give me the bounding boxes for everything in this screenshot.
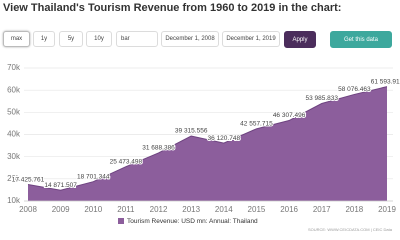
range-button[interactable]: max [3, 31, 30, 47]
y-tick-label: 30k [7, 152, 21, 161]
source-note: SOURCE: WWW.CEICDATA.COM | CEIC Data [308, 227, 393, 232]
chart-type-select[interactable]: bar [116, 31, 158, 47]
area [28, 86, 387, 201]
data-label: 61 593.917 [371, 78, 400, 85]
data-label: 36 120.748 [208, 135, 241, 142]
legend-swatch [118, 218, 124, 224]
page-title: View Thailand's Tourism Revenue from 196… [3, 2, 342, 14]
y-tick-label: 10k [7, 196, 21, 205]
range-button[interactable]: 10y [86, 31, 112, 47]
x-tick-label: 2011 [117, 205, 135, 214]
apply-button[interactable]: Apply [284, 31, 316, 48]
x-tick-label: 2013 [182, 205, 200, 214]
chart: SOURCE: WWW.CEICDATA.COM | CEIC Data 10k… [7, 63, 400, 232]
y-tick-label: 70k [7, 63, 21, 72]
data-label: 58 076.463 [338, 86, 371, 93]
data-label: 46 307.496 [273, 112, 306, 119]
data-label: 14 871.507 [44, 182, 77, 189]
legend-label: Tourism Revenue: USD mn: Annual: Thailan… [127, 218, 258, 225]
x-tick-label: 2018 [345, 205, 363, 214]
start-date-input[interactable]: December 1, 2008 [161, 31, 219, 47]
data-label: 31 688.386 [142, 145, 175, 152]
data-label: 25 473.498 [110, 158, 143, 165]
get-data-button[interactable]: Get this data [330, 31, 392, 48]
x-tick-label: 2014 [215, 205, 233, 214]
y-tick-label: 60k [7, 85, 21, 94]
range-button[interactable]: 5y [59, 31, 83, 47]
x-tick-label: 2008 [19, 205, 37, 214]
line [27, 86, 388, 191]
y-tick-label: 20k [7, 174, 21, 183]
x-tick-label: 2016 [280, 205, 298, 214]
data-label: 53 985.833 [305, 95, 338, 102]
y-tick-label: 40k [7, 130, 21, 139]
x-tick-label: 2010 [84, 205, 102, 214]
end-date-input[interactable]: December 1, 2019 [222, 31, 280, 47]
data-label: 17 425.761 [12, 176, 45, 183]
x-tick-label: 2012 [150, 205, 168, 214]
x-tick-label: 2019 [378, 205, 396, 214]
range-button[interactable]: 1y [33, 31, 55, 47]
data-label: 39 315.556 [175, 128, 208, 135]
x-tick-label: 2009 [52, 205, 70, 214]
y-tick-label: 50k [7, 107, 21, 116]
x-tick-label: 2015 [248, 205, 266, 214]
x-tick-label: 2017 [313, 205, 331, 214]
data-label: 18 701.344 [77, 173, 110, 180]
data-label: 42 557.715 [240, 121, 273, 128]
page: View Thailand's Tourism Revenue from 196… [3, 2, 400, 233]
